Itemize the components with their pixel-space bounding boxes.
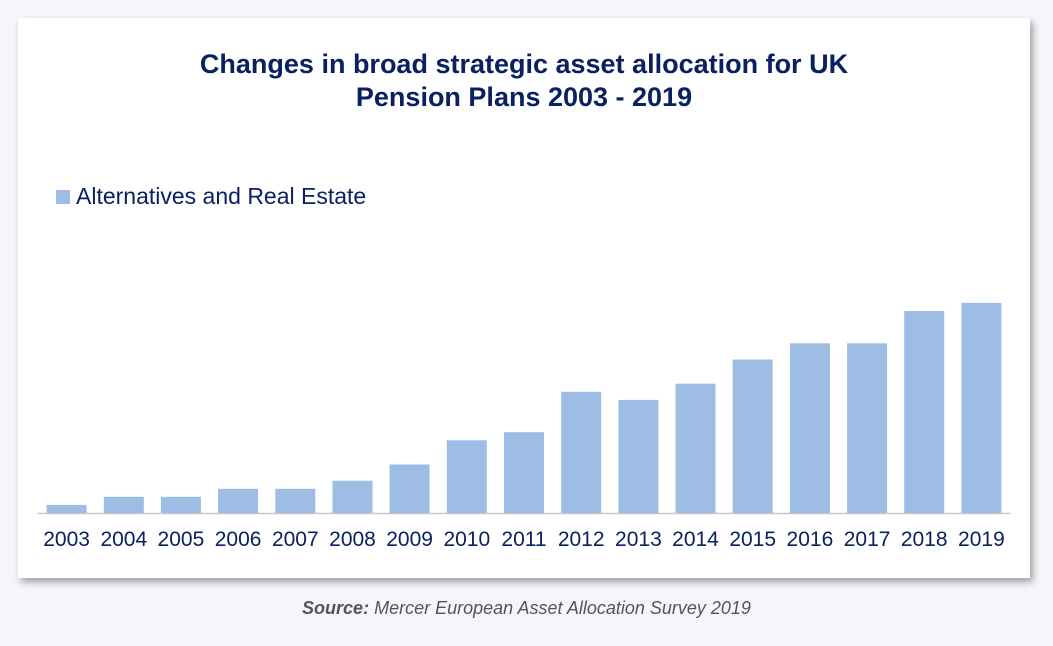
bar-2003 [46, 504, 87, 513]
bar-2009 [389, 464, 430, 513]
bar-2004 [103, 496, 144, 513]
bar-2018 [904, 311, 945, 513]
legend-swatch [56, 189, 70, 204]
x-tick-label-2017: 2017 [844, 528, 891, 551]
x-tick-label-2015: 2015 [729, 528, 776, 551]
x-tick-label-2008: 2008 [329, 528, 376, 551]
x-tick-label-2011: 2011 [501, 528, 546, 551]
x-tick-label-2016: 2016 [787, 528, 834, 551]
x-tick-label-2006: 2006 [215, 528, 262, 551]
chart-title: Changes in broad strategic asset allocat… [18, 48, 1030, 114]
source-text: Mercer European Asset Allocation Survey … [369, 598, 751, 618]
source-label: Source: [302, 598, 370, 618]
bar-chart: 2003 2004 2005 2006 2007 2008 2009 2010 2011 2012… [38, 302, 1010, 551]
bar-2012 [561, 391, 602, 513]
bar-2006 [218, 488, 259, 513]
bar-2017 [847, 343, 888, 513]
chart-legend: Alternatives and Real Estate [56, 183, 366, 210]
bar-2005 [160, 496, 201, 513]
x-tick-label-2012: 2012 [558, 528, 605, 551]
bar-2011 [504, 432, 544, 513]
bar-2007 [275, 488, 316, 513]
source-note: Source: Mercer European Asset Allocation… [0, 598, 1053, 619]
x-tick-label-2010: 2010 [443, 528, 490, 551]
bar-2010 [446, 440, 487, 513]
chart-title-line-2: Pension Plans 2003 - 2019 [355, 82, 693, 112]
x-tick-label-2009: 2009 [386, 528, 433, 551]
bar-2019 [961, 302, 1002, 513]
x-tick-label-2019: 2019 [958, 528, 1005, 551]
x-tick-label-2013: 2013 [615, 528, 662, 551]
x-tick-label-2003: 2003 [43, 528, 90, 551]
legend-label: Alternatives and Real Estate [76, 183, 367, 209]
x-tick-label-2004: 2004 [100, 528, 147, 551]
x-tick-label-2005: 2005 [158, 528, 205, 551]
x-tick-label-2007: 2007 [272, 528, 319, 551]
chart-title-line-1: Changes in broad strategic asset allocat… [199, 49, 849, 79]
bar-2008 [332, 480, 373, 513]
chart-card: Changes in broad strategic asset allocat… [18, 18, 1030, 578]
x-tick-label-2018: 2018 [901, 528, 948, 551]
bar-2013 [618, 399, 659, 513]
bar-2016 [789, 343, 830, 513]
x-tick-label-2014: 2014 [672, 528, 719, 551]
bar-2014 [675, 383, 716, 513]
bar-2015 [732, 359, 773, 513]
